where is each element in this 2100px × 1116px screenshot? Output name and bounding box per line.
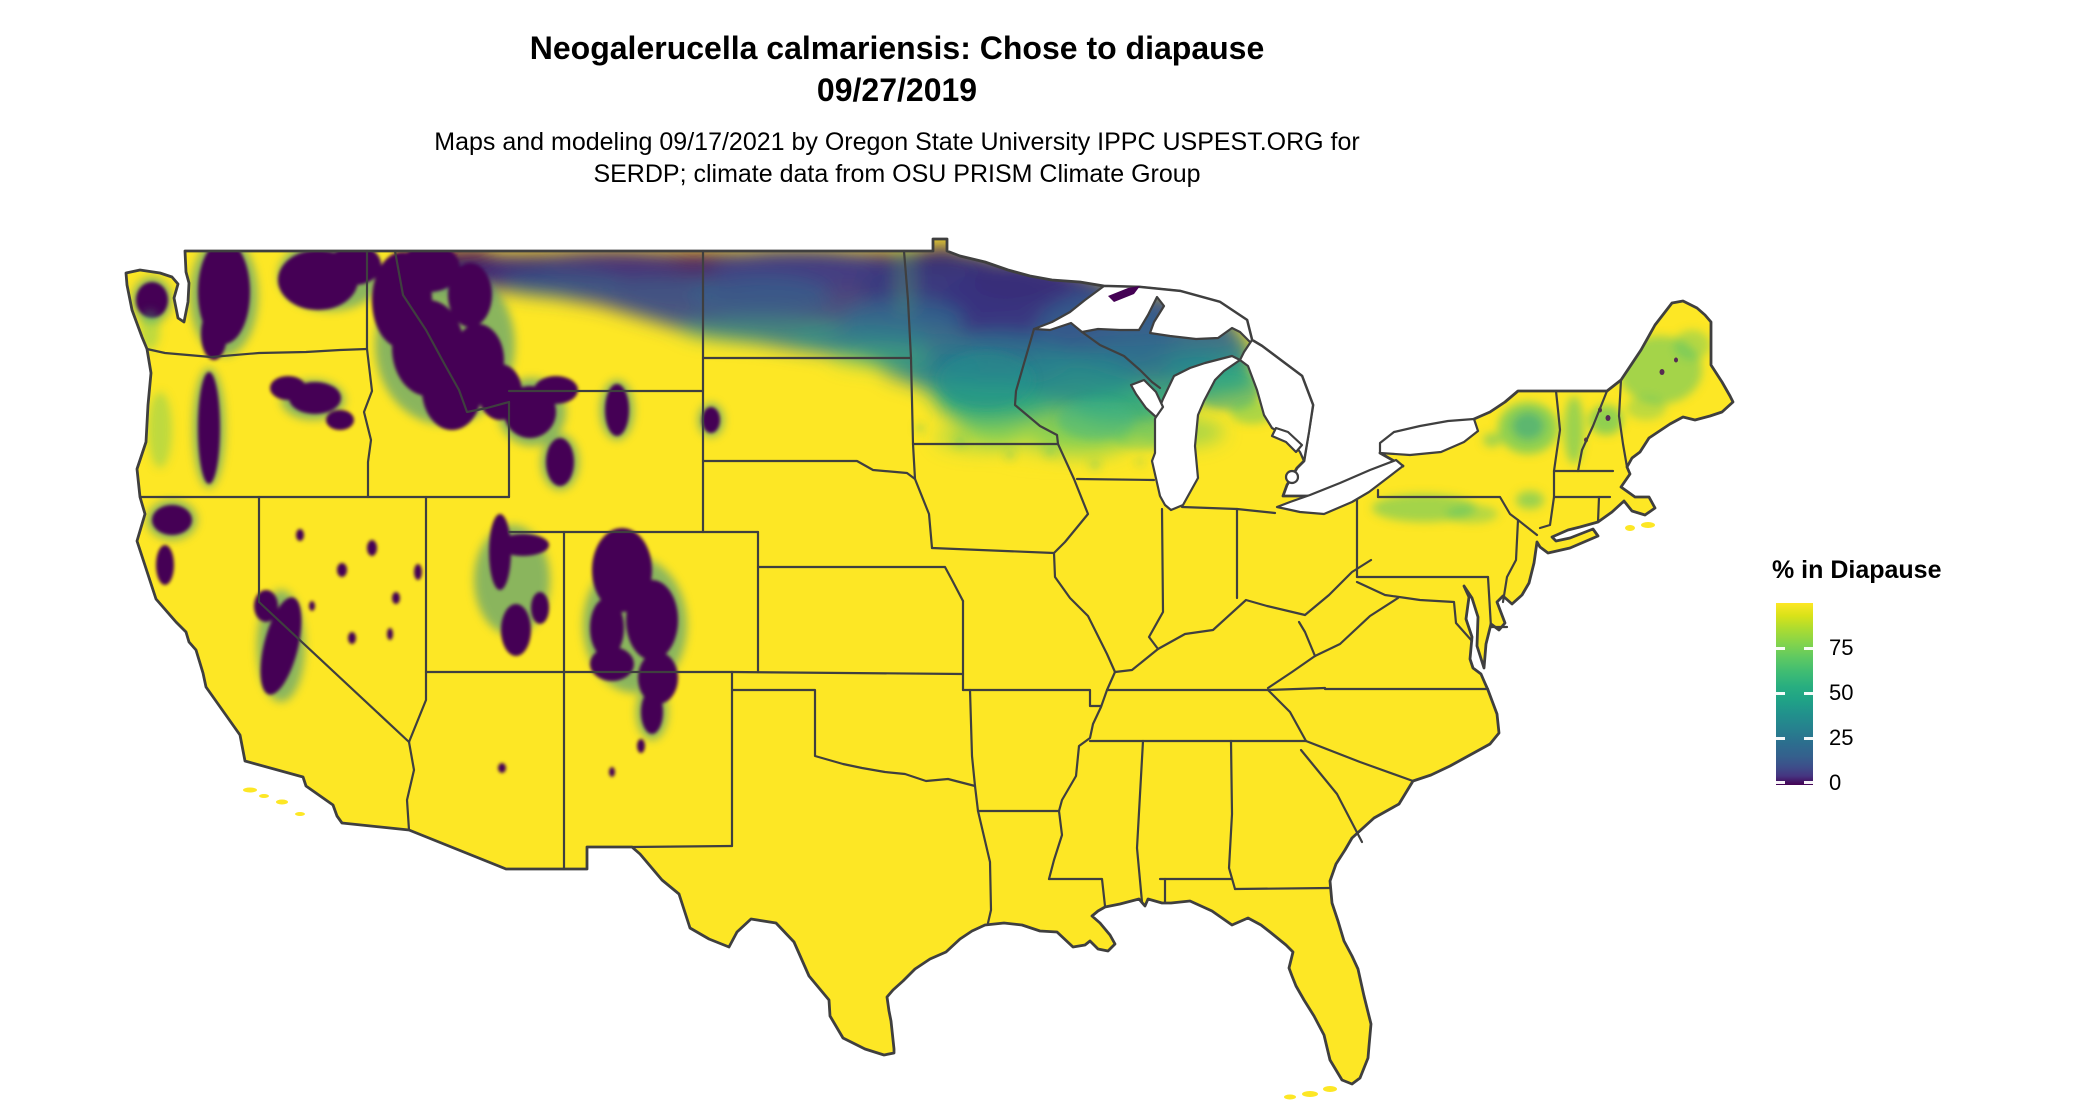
legend-tick-75	[1804, 647, 1813, 650]
channel-islands	[295, 812, 305, 816]
marthas-vineyard-island	[1625, 525, 1635, 531]
legend-title: % in Diapause	[1772, 556, 1942, 584]
lake-superior	[1032, 284, 1264, 348]
map-subtitle-line2: SERDP; climate data from OSU PRISM Clima…	[593, 160, 1201, 188]
channel-islands	[259, 794, 269, 798]
legend-tick-25	[1804, 737, 1813, 740]
legend-tick-0	[1776, 781, 1785, 784]
florida-keys	[1284, 1094, 1296, 1100]
legend: % in Diapause 75 50 25 0	[1772, 556, 2012, 803]
florida-keys	[1323, 1086, 1337, 1092]
lake-ontario	[1378, 417, 1480, 457]
florida-keys	[1302, 1091, 1318, 1097]
isle-royale	[1108, 286, 1140, 302]
great-lakes	[1032, 284, 1480, 516]
lake-erie	[1275, 458, 1405, 516]
legend-label-75: 75	[1829, 635, 1854, 660]
map-subtitle-line1: Maps and modeling 09/17/2021 by Oregon S…	[434, 128, 1360, 156]
map-fill	[126, 239, 1733, 1084]
legend-tick-75	[1776, 647, 1785, 650]
nantucket-island	[1641, 522, 1655, 528]
legend-label-0: 0	[1829, 770, 1842, 795]
legend-tick-25	[1776, 737, 1785, 740]
offshore-islands	[243, 522, 1655, 1100]
green-bay	[1129, 378, 1165, 419]
forest-speckles	[140, 310, 1710, 523]
legend-tick-50	[1804, 692, 1813, 695]
legend-tick-0	[1804, 781, 1813, 784]
channel-islands	[276, 799, 288, 805]
legend-body: 75 50 25 0	[1772, 603, 2012, 803]
map-date: 09/27/2019	[816, 72, 978, 108]
legend-label-50: 50	[1829, 680, 1854, 705]
map-title: Neogalerucella calmariensis: Chose to di…	[529, 30, 1265, 66]
lake-st-clair	[1284, 469, 1300, 485]
saginaw-bay	[1270, 426, 1304, 454]
channel-islands	[243, 787, 257, 793]
legend-label-25: 25	[1829, 725, 1854, 750]
legend-tick-50	[1776, 692, 1785, 695]
state-borders	[138, 249, 1629, 925]
